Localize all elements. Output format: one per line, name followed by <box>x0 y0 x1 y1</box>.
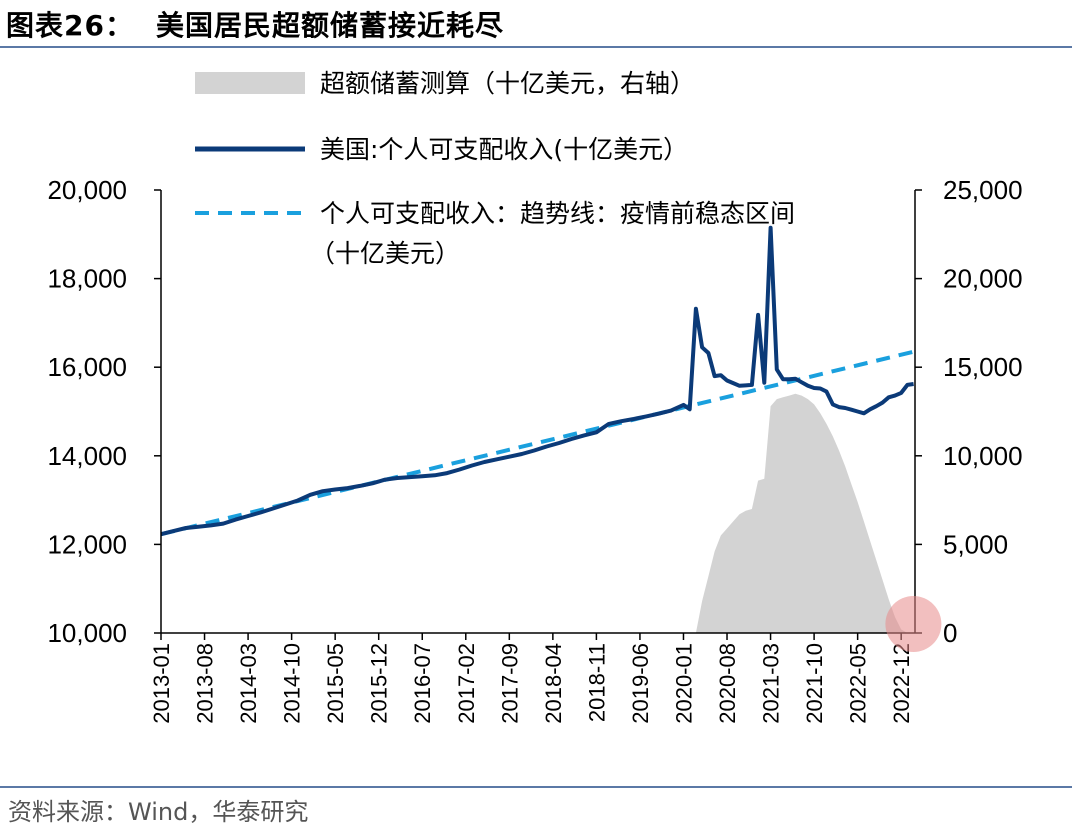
x-tick-label: 2016-07 <box>410 643 435 724</box>
chart-header: 图表26： 美国居民超额储蓄接近耗尽 <box>6 4 504 44</box>
left-tick-label: 18,000 <box>47 264 127 294</box>
x-tick-label: 2018-11 <box>584 643 609 722</box>
chart-title: 美国居民超额储蓄接近耗尽 <box>155 9 504 42</box>
x-tick-label: 2015-12 <box>367 643 392 724</box>
right-tick-label: 25,000 <box>943 175 1023 205</box>
left-tick-label: 20,000 <box>47 175 127 205</box>
x-tick-label: 2017-09 <box>497 643 522 724</box>
header-rule <box>0 46 1072 48</box>
right-tick-label: 15,000 <box>943 352 1023 382</box>
left-tick-label: 14,000 <box>47 441 127 471</box>
left-tick-label: 10,000 <box>47 618 127 648</box>
x-tick-label: 2022-12 <box>889 643 914 724</box>
left-tick-label: 12,000 <box>47 529 127 559</box>
left-tick-label: 16,000 <box>47 352 127 382</box>
right-tick-label: 0 <box>943 618 957 648</box>
legend-label-income: 美国:个人可支配收入(十亿美元） <box>320 135 688 164</box>
trend-line-layer <box>160 349 915 537</box>
x-tick-label: 2013-08 <box>193 643 218 724</box>
footer-rule <box>0 786 1072 788</box>
series-income-line <box>160 225 914 537</box>
savings-exhausted-marker <box>885 596 942 652</box>
x-tick-label: 2022-05 <box>846 643 871 724</box>
x-tick-label: 2019-06 <box>628 643 653 724</box>
x-tick-label: 2020-08 <box>715 643 740 724</box>
x-tick-label: 2014-10 <box>280 643 305 724</box>
right-tick-label: 5,000 <box>943 529 1008 559</box>
series-excess-savings-area <box>695 393 908 633</box>
source-note: 资料来源：Wind，华泰研究 <box>8 798 309 826</box>
right-tick-label: 10,000 <box>943 441 1023 471</box>
right-tick-label: 20,000 <box>943 264 1023 294</box>
series-trend-line <box>160 349 915 537</box>
legend: 超额储蓄测算（十亿美元，右轴） 美国:个人可支配收入(十亿美元） 个人可支配收入… <box>195 69 795 268</box>
legend-label-savings: 超额储蓄测算（十亿美元，右轴） <box>320 69 695 98</box>
axes-layer: 10,000 12,000 14,000 16,000 18,000 20,000 0 5,0… <box>47 175 1022 724</box>
x-tick-label: 2020-01 <box>671 643 696 724</box>
legend-label-trend-unit: （十亿美元） <box>310 239 460 268</box>
x-tick-label: 2018-04 <box>541 643 566 724</box>
figure-number: 图表26： <box>6 9 134 42</box>
marker-layer <box>885 596 942 652</box>
income-line-layer <box>160 225 914 537</box>
x-tick-label: 2013-01 <box>149 643 174 724</box>
x-tick-label: 2014-03 <box>236 643 261 724</box>
x-tick-label: 2021-10 <box>802 643 827 724</box>
x-tick-label: 2021-03 <box>759 643 784 724</box>
legend-label-trend: 个人可支配收入：趋势线：疫情前稳态区间 <box>320 199 795 228</box>
x-tick-label: 2017-02 <box>454 643 479 724</box>
savings-area-layer <box>695 393 908 633</box>
x-tick-label: 2015-05 <box>323 643 348 724</box>
legend-swatch-savings <box>195 72 305 94</box>
